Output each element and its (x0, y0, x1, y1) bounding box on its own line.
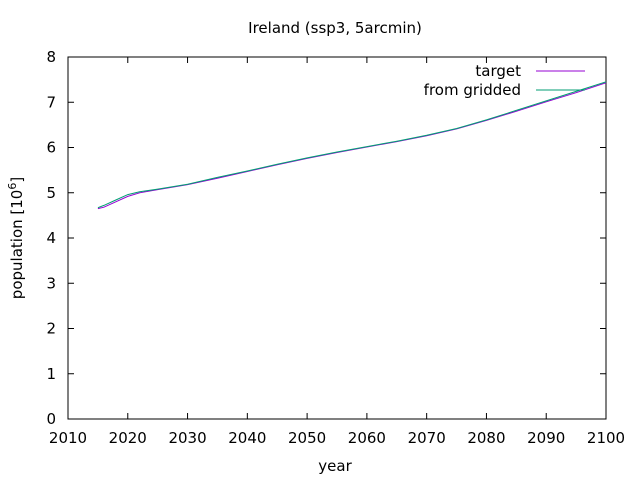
y-tick-label: 8 (46, 48, 56, 66)
x-tick-label: 2100 (587, 429, 625, 447)
y-axis-label: population [106] (6, 177, 26, 299)
y-tick-label: 6 (46, 139, 56, 157)
x-tick-label: 2020 (109, 429, 147, 447)
y-tick-label: 2 (46, 320, 56, 338)
plot-frame (67, 56, 607, 420)
y-tick-label: 1 (46, 365, 56, 383)
y-axis-label-exponent: 6 (6, 183, 19, 190)
x-tick-label: 2090 (527, 429, 565, 447)
x-axis: 2010 2020 2030 2040 2050 2060 2070 2080 2090 2100 (49, 57, 625, 447)
series-line-from-gridded (97, 81, 607, 209)
y-tick-label: 4 (46, 229, 56, 247)
series-line-target (97, 82, 607, 210)
series-lines (97, 81, 607, 210)
x-tick-label: 2060 (348, 429, 386, 447)
y-tick-label: 3 (46, 274, 56, 292)
x-tick-label: 2050 (288, 429, 326, 447)
y-tick-label: 0 (46, 410, 56, 428)
y-axis-label-main: population [10 (8, 190, 26, 300)
legend-label-target: target (475, 62, 521, 80)
y-tick-label: 5 (46, 184, 56, 202)
x-tick-label: 2010 (49, 429, 87, 447)
chart-title: Ireland (ssp3, 5arcmin) (248, 19, 422, 37)
legend: target from gridded (424, 62, 585, 99)
x-tick-label: 2030 (168, 429, 206, 447)
x-axis-label: year (318, 457, 352, 475)
x-tick-label: 2080 (467, 429, 505, 447)
x-tick-label: 2070 (408, 429, 446, 447)
y-tick-label: 7 (46, 93, 56, 111)
x-tick-label: 2040 (228, 429, 266, 447)
y-axis-label-end: ] (8, 177, 26, 183)
y-axis: 0 1 2 3 4 5 6 7 8 (46, 48, 606, 428)
legend-label-from-gridded: from gridded (424, 81, 521, 99)
